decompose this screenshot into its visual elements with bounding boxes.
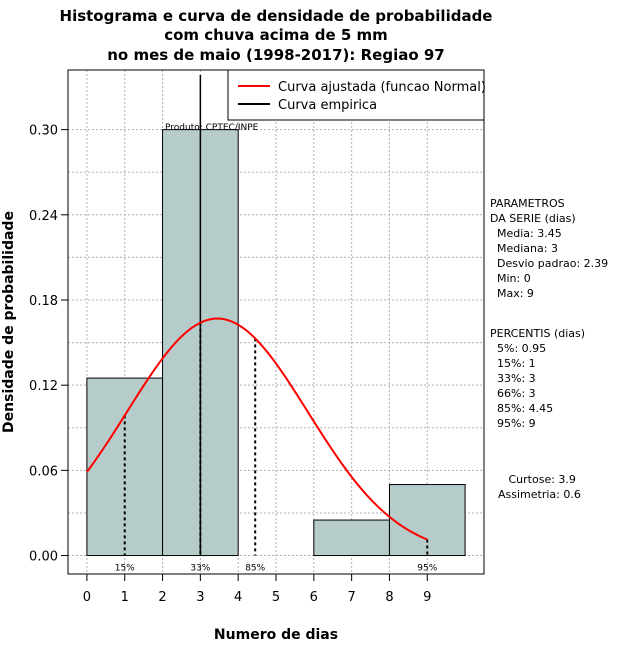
percentile-label: 33% bbox=[190, 564, 210, 574]
percentile-label: 95% bbox=[417, 564, 437, 574]
normal-fit-curve bbox=[86, 317, 428, 541]
x-tick-label: 5 bbox=[272, 590, 280, 605]
y-tick-label: 0.00 bbox=[29, 550, 58, 565]
params-line: Min: 0 bbox=[490, 272, 531, 285]
percentis-line: 5%: 0.95 bbox=[490, 342, 546, 355]
histogram-bar bbox=[313, 519, 390, 557]
x-tick-label: 6 bbox=[310, 590, 318, 605]
x-tick-label: 9 bbox=[423, 590, 431, 605]
normal-curve-group bbox=[86, 317, 428, 541]
x-axis-label: Numero de dias bbox=[214, 627, 338, 643]
x-axis: 0 1 2 3 4 5 6 7 8 9 bbox=[83, 573, 431, 605]
shape-line: Assimetria: 0.6 bbox=[498, 488, 581, 501]
percentis-line: 15%: 1 bbox=[490, 357, 536, 370]
x-tick-label: 7 bbox=[347, 590, 355, 605]
chart-title-line: no mes de maio (1998-2017): Regiao 97 bbox=[107, 46, 445, 64]
percentis-line: 33%: 3 bbox=[490, 372, 536, 385]
legend-box bbox=[227, 69, 485, 121]
params-line: Mediana: 3 bbox=[490, 242, 558, 255]
x-tick-label: 3 bbox=[196, 590, 204, 605]
x-tick-label: 8 bbox=[385, 590, 393, 605]
histogram-bar bbox=[86, 377, 164, 557]
y-tick-label: 0.30 bbox=[29, 124, 58, 139]
x-tick-label: 4 bbox=[234, 590, 242, 605]
params-line: Desvio padrao: 2.39 bbox=[490, 257, 608, 270]
chart-title-line: com chuva acima de 5 mm bbox=[164, 26, 388, 44]
x-tick-label: 2 bbox=[158, 590, 166, 605]
params-line: PARAMETROS bbox=[490, 197, 565, 210]
percentis-line: 85%: 4.45 bbox=[490, 402, 553, 415]
percentis-line: 95%: 9 bbox=[490, 417, 536, 430]
y-tick-label: 0.06 bbox=[29, 464, 58, 479]
x-tick-label: 0 bbox=[83, 590, 91, 605]
params-line: Max: 9 bbox=[490, 287, 534, 300]
x-tick-label: 1 bbox=[121, 590, 129, 605]
y-tick-label: 0.18 bbox=[29, 294, 58, 309]
params-line: Media: 3.45 bbox=[490, 227, 562, 240]
percentile-lines: 15% 33% 85% 95% bbox=[115, 322, 438, 574]
stats-panel: PARAMETROS DA SERIE (dias) Media: 3.45 Me… bbox=[490, 197, 608, 501]
chart-title-line: Histograma e curva de densidade de proba… bbox=[60, 7, 493, 25]
percentile-label: 15% bbox=[115, 564, 135, 574]
legend-label-fit: Curva ajustada (funcao Normal) bbox=[278, 80, 486, 95]
y-tick-label: 0.24 bbox=[29, 209, 58, 224]
percentis-line: PERCENTIS (dias) bbox=[490, 327, 585, 340]
params-line: DA SERIE (dias) bbox=[490, 212, 576, 225]
y-tick-label: 0.12 bbox=[29, 379, 58, 394]
shape-line: Curtose: 3.9 bbox=[498, 473, 576, 486]
percentis-line: 66%: 3 bbox=[490, 387, 536, 400]
product-label: Produto: CPTEC/INPE bbox=[165, 123, 259, 133]
y-axis: 0.00 0.06 0.12 0.18 0.24 0.30 bbox=[29, 124, 69, 565]
legend-label-empirical: Curva empirica bbox=[278, 98, 377, 113]
chart-title: Histograma e curva de densidade de proba… bbox=[60, 7, 493, 64]
histogram-bar bbox=[388, 484, 466, 557]
y-axis-label: Densidade de probabilidade bbox=[1, 211, 17, 433]
legend: Curva ajustada (funcao Normal) Curva emp… bbox=[227, 69, 486, 121]
percentile-label: 85% bbox=[245, 564, 265, 574]
